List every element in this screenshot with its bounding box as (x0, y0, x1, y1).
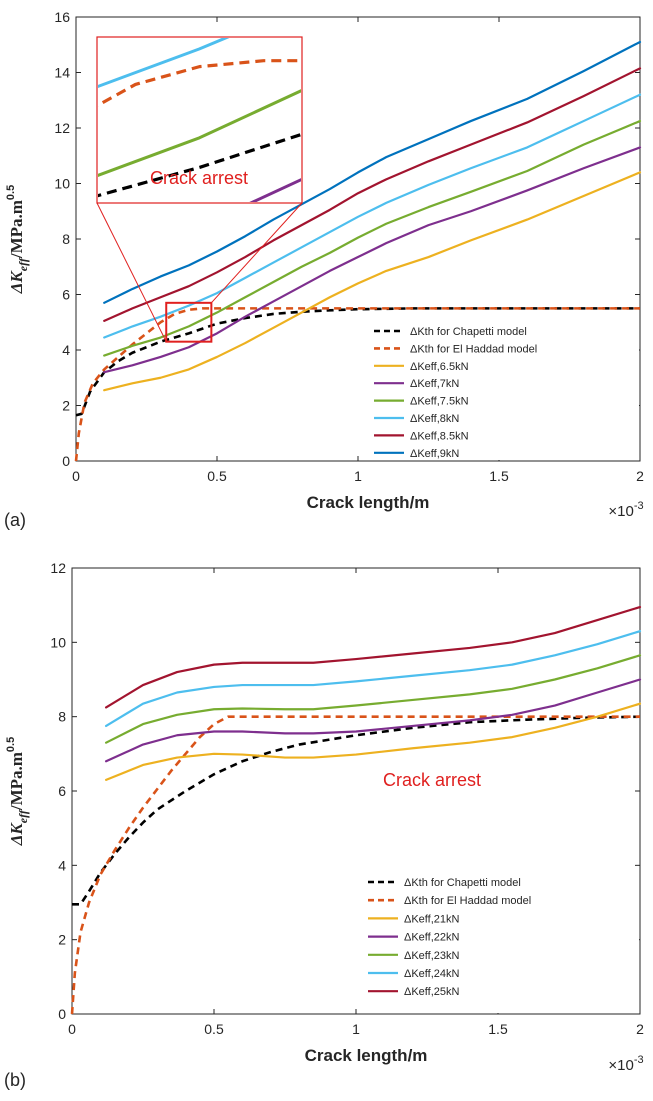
series-line-2 (104, 702, 642, 781)
series-line-3 (104, 678, 642, 763)
zoom-box (165, 301, 213, 343)
legend-entry: ΔKeff,22kN (404, 932, 460, 944)
y-axis-label: ΔKeff/MPa.m0.5 (5, 185, 30, 294)
series-line-6 (103, 67, 642, 322)
x-multiplier: ×10-3 (608, 1054, 643, 1074)
legend-entry: ΔKth for Chapetti model (410, 326, 527, 338)
legend-entry: ΔKeff,23kN (404, 950, 460, 962)
y-tick-label: 8 (62, 231, 70, 247)
y-label-units: /MPa.m (7, 200, 26, 259)
y-tick-label: 14 (54, 65, 70, 81)
y-tick-label: 6 (58, 783, 66, 799)
y-label-sub: eff (16, 257, 30, 271)
y-tick-label: 6 (62, 287, 70, 303)
zoom-inset-series (98, 38, 301, 202)
y-tick-label: 12 (50, 560, 66, 576)
y-label-units: /MPa.m (7, 752, 26, 811)
legend-entry: ΔKth for El Haddad model (404, 895, 531, 907)
series-line-6 (104, 605, 642, 709)
legend-entry: ΔKeff,8.5kN (410, 430, 469, 442)
x-tick-label: 0.5 (204, 1021, 224, 1037)
x-multiplier-exp: -3 (634, 500, 644, 512)
crack-arrest-annotation: Crack arrest (383, 770, 481, 790)
y-tick-label: 4 (62, 342, 70, 358)
legend-entry: ΔKeff,8kN (410, 413, 459, 425)
y-tick-label: 8 (58, 709, 66, 725)
series-line-4 (104, 654, 642, 744)
series-line-5 (104, 630, 642, 728)
y-tick-label: 0 (62, 453, 70, 469)
y-tick-label: 12 (54, 120, 70, 136)
chart-panel-b: 0 0.5 1 1.5 2 0 2 4 6 8 10 12 Crack arrest ΔKth for C… (4, 560, 644, 1090)
series-line-1 (74, 307, 640, 462)
legend: ΔKth for Chapetti model ΔKth for El Hadda… (362, 872, 639, 1013)
y-label-sup: 0.5 (5, 185, 17, 200)
series-line-0 (72, 715, 641, 906)
y-tick-label: 10 (50, 634, 66, 650)
y-tick-label: 0 (58, 1006, 66, 1022)
legend-entry: ΔKeff,9kN (410, 448, 459, 460)
legend-box (362, 872, 639, 1013)
x-multiplier-base: ×10 (608, 1057, 633, 1074)
legend-box (368, 321, 639, 460)
y-axis-label: ΔKeff/MPa.m0.5 (5, 737, 30, 846)
chart-panel-a: 0 0.5 1 1.5 2 0 2 4 6 8 10 12 14 16 Crack arrest ΔKth f… (4, 9, 644, 530)
series-line-1 (70, 715, 640, 1015)
series-group (70, 605, 642, 1015)
legend: ΔKth for Chapetti model ΔKth for El Hadda… (368, 321, 639, 460)
legend-entry: ΔKeff,25kN (404, 986, 460, 998)
y-tick-label: 4 (58, 857, 66, 873)
x-tick-label: 0 (68, 1021, 76, 1037)
series-line-4 (103, 119, 642, 357)
zoom-connector (210, 202, 303, 304)
panel-label: (a) (4, 510, 26, 530)
legend-entry: ΔKth for El Haddad model (410, 343, 537, 355)
y-tick-label: 2 (58, 932, 66, 948)
legend-entry: ΔKeff,24kN (404, 968, 460, 980)
x-axis-label: Crack length/m (305, 1046, 428, 1065)
x-tick-label: 0 (72, 468, 80, 484)
x-tick-label: 1.5 (489, 468, 509, 484)
y-tick-label: 16 (54, 9, 70, 25)
legend-entry: ΔKeff,7kN (410, 378, 459, 390)
x-multiplier: ×10-3 (608, 500, 643, 520)
x-tick-label: 2 (636, 1021, 644, 1037)
x-multiplier-exp: -3 (634, 1054, 644, 1066)
legend-entry: ΔKth for Chapetti model (404, 877, 521, 889)
zoom-inset (96, 36, 303, 204)
legend-entry: ΔKeff,6.5kN (410, 361, 469, 373)
legend-entry: ΔKeff,21kN (404, 913, 460, 925)
x-tick-label: 2 (636, 468, 644, 484)
series-line-7 (103, 40, 642, 304)
panel-label: (b) (4, 1070, 26, 1090)
x-tick-label: 1 (354, 468, 362, 484)
zoom-connector (96, 202, 167, 342)
y-label-delta-k: ΔK (7, 270, 26, 295)
x-multiplier-base: ×10 (608, 503, 633, 520)
x-tick-label: 1.5 (488, 1021, 508, 1037)
inset-series-line-4 (98, 89, 301, 177)
series-line-3 (103, 146, 642, 374)
x-tick-label: 0.5 (207, 468, 227, 484)
y-tick-label: 2 (62, 398, 70, 414)
y-label-delta-k: ΔK (7, 822, 26, 847)
series-line-5 (103, 93, 642, 339)
series-group (74, 40, 642, 462)
legend-entry: ΔKeff,7.5kN (410, 396, 469, 408)
y-tick-label: 10 (54, 176, 70, 192)
y-label-sup: 0.5 (5, 737, 17, 752)
x-tick-label: 1 (352, 1021, 360, 1037)
x-axis-label: Crack length/m (307, 493, 430, 512)
crack-arrest-annotation: Crack arrest (150, 168, 248, 188)
series-line-2 (103, 171, 642, 392)
y-label-sub: eff (16, 809, 30, 823)
series-line-0 (75, 307, 640, 417)
inset-series-line-5 (98, 38, 230, 89)
